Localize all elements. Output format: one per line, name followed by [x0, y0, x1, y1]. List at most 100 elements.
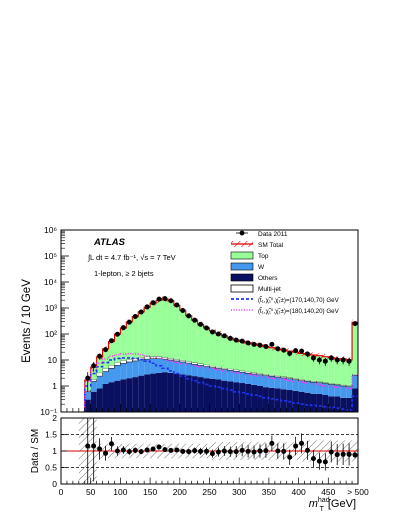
bar-top: [227, 338, 234, 369]
signal-line-sig1: [83, 357, 358, 412]
bar-others: [310, 393, 317, 412]
bar-w: [84, 391, 91, 400]
bar-others: [233, 382, 240, 412]
x-axis-title-var: m: [309, 498, 318, 510]
bar-w: [126, 361, 133, 379]
data-point: [263, 344, 269, 350]
ratio-point: [126, 449, 132, 455]
legend-label-others: Others: [258, 275, 278, 282]
bar-others: [245, 383, 252, 412]
bar-w: [257, 374, 263, 386]
bar-others: [304, 392, 311, 412]
bar-w: [209, 367, 216, 379]
x-tick-label: 50: [86, 487, 96, 497]
bar-multijet: [102, 368, 109, 372]
data-point: [180, 308, 186, 314]
bar-w: [138, 359, 145, 376]
y-tick-label: 10⁴: [44, 277, 57, 287]
ratio-point: [322, 459, 328, 465]
bar-top: [239, 341, 246, 371]
bar-multijet: [120, 360, 127, 364]
bar-w: [185, 363, 192, 376]
x-tick-label: 200: [173, 487, 187, 497]
ratio-y-tick-label: 1.5: [45, 430, 57, 440]
bar-multijet: [310, 380, 317, 383]
bar-top: [352, 322, 358, 374]
bar-multijet: [345, 385, 353, 387]
bar-w: [251, 373, 258, 385]
bar-top: [298, 353, 305, 380]
data-point: [322, 358, 328, 364]
ratio-point: [162, 447, 168, 453]
legend-entry-w: W: [230, 262, 265, 271]
bar-w: [322, 383, 329, 396]
data-point: [91, 363, 97, 369]
bar-w: [102, 371, 109, 384]
data-points: [85, 296, 358, 393]
data-point: [138, 309, 144, 315]
data-point: [132, 314, 138, 320]
ratio-point: [108, 441, 114, 447]
legend-entry-multijet: Multi-jet: [230, 284, 281, 293]
luminosity-label: ∫L dt = 4.7 fb⁻¹, √s = 7 TeV: [87, 253, 176, 262]
ratio-point: [310, 456, 316, 462]
bar-multijet: [351, 373, 358, 376]
legend-marker-data: [239, 230, 245, 236]
ratio-point: [346, 451, 352, 457]
ratio-point: [293, 443, 299, 449]
y-tick-label: 1: [52, 381, 57, 391]
bar-top: [161, 299, 168, 358]
bar-w: [197, 365, 204, 378]
ratio-point: [299, 440, 305, 446]
data-point: [233, 337, 239, 343]
bar-others: [203, 378, 210, 412]
bar-w: [274, 377, 281, 389]
bar-w: [280, 377, 287, 390]
bar-top: [221, 335, 228, 369]
bar-top: [334, 358, 341, 384]
bar-multijet: [227, 368, 234, 371]
bar-multijet: [322, 382, 329, 384]
bar-w: [352, 375, 358, 389]
ratio-point: [180, 448, 186, 454]
bar-w: [227, 370, 234, 382]
x-tick-label: 250: [202, 487, 216, 497]
data-point: [168, 298, 174, 304]
ratio-x-axis: 0 50 100 150 200 250 300 350 400 450 > 500: [59, 477, 369, 497]
bar-top: [203, 327, 210, 365]
x-tick-label: > 500: [347, 487, 369, 497]
ratio-point: [209, 451, 215, 457]
bar-multijet: [215, 366, 222, 369]
data-point: [103, 347, 109, 353]
bar-others: [227, 381, 234, 412]
bar-others: [328, 396, 335, 412]
x-tick-label: 300: [232, 487, 246, 497]
data-point: [114, 331, 120, 337]
bar-others: [280, 389, 287, 412]
bar-others: [179, 374, 186, 412]
bar-w: [221, 369, 228, 381]
x-tick-label: 0: [59, 487, 64, 497]
data-point: [85, 375, 91, 381]
ratio-y-tick-label: 1: [52, 446, 57, 456]
legend: Data 2011 SM Total Top W Others Multi-je…: [230, 230, 340, 315]
bar-others: [161, 372, 168, 412]
bar-top: [304, 354, 311, 381]
ratio-point: [215, 449, 221, 455]
bar-w: [173, 360, 180, 374]
bar-others: [274, 388, 281, 412]
bar-w: [346, 386, 353, 398]
data-point: [245, 340, 251, 346]
bar-w: [132, 360, 139, 378]
bar-multijet: [298, 379, 305, 381]
bar-w: [268, 376, 275, 388]
bar-others: [132, 377, 139, 412]
bar-top: [79, 412, 85, 417]
bar-others: [251, 384, 258, 412]
legend-entry-signal-2: (t̃₁,χ̃₁⁰,χ̃₁±)=(180,140,20) GeV: [231, 308, 340, 315]
main-x-ticks: [60, 404, 359, 412]
legend-entry-sm-total: SM Total: [231, 241, 284, 249]
bar-top: [286, 351, 293, 378]
x-tick-label: 400: [292, 487, 306, 497]
bar-multijet: [274, 375, 282, 378]
